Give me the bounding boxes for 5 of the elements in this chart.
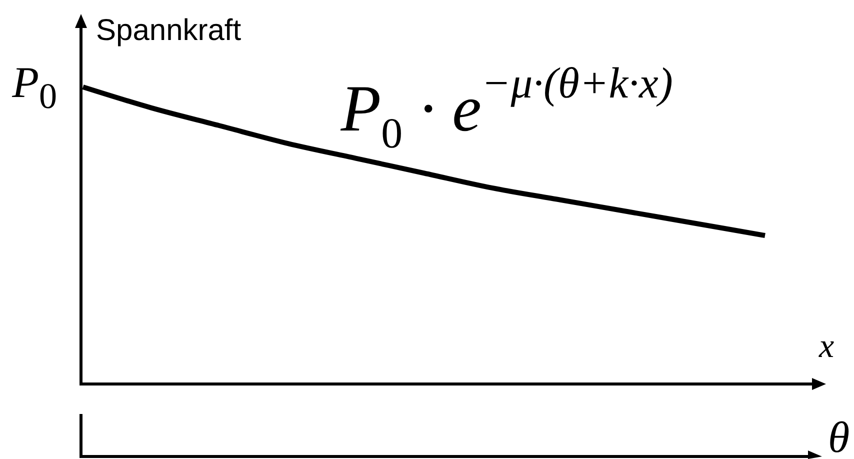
x-axis-title: x xyxy=(818,328,834,365)
x2-axis-title: θ xyxy=(828,413,850,459)
text: P$_{0}$ xyxy=(11,58,57,116)
series-label: P$_{0}$ · e$^{−μ·(θ+k·x)}$ xyxy=(340,59,673,158)
y-axis-title: Spannkraft xyxy=(96,14,242,47)
